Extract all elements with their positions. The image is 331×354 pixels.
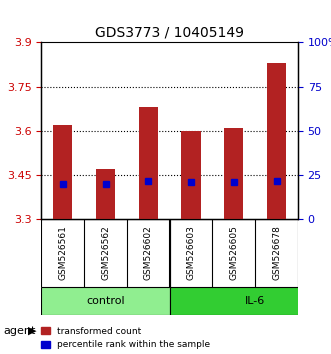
Text: GSM526561: GSM526561 <box>58 225 67 280</box>
Text: GSM526605: GSM526605 <box>229 225 238 280</box>
FancyBboxPatch shape <box>41 287 169 315</box>
Bar <box>139 107 158 219</box>
Bar <box>267 63 286 219</box>
Text: GSM526678: GSM526678 <box>272 225 281 280</box>
Bar <box>181 131 201 219</box>
Text: control: control <box>86 296 125 306</box>
Text: GSM526603: GSM526603 <box>186 225 196 280</box>
Text: IL-6: IL-6 <box>245 296 265 306</box>
Text: agent: agent <box>3 326 36 336</box>
Text: ▶: ▶ <box>28 326 37 336</box>
Bar <box>96 169 115 219</box>
Title: GDS3773 / 10405149: GDS3773 / 10405149 <box>95 26 244 40</box>
Legend: transformed count, percentile rank within the sample: transformed count, percentile rank withi… <box>38 323 214 353</box>
Text: GSM526562: GSM526562 <box>101 225 110 280</box>
Text: GSM526602: GSM526602 <box>144 225 153 280</box>
Bar <box>224 128 243 219</box>
Bar <box>53 125 72 219</box>
FancyBboxPatch shape <box>169 287 319 315</box>
